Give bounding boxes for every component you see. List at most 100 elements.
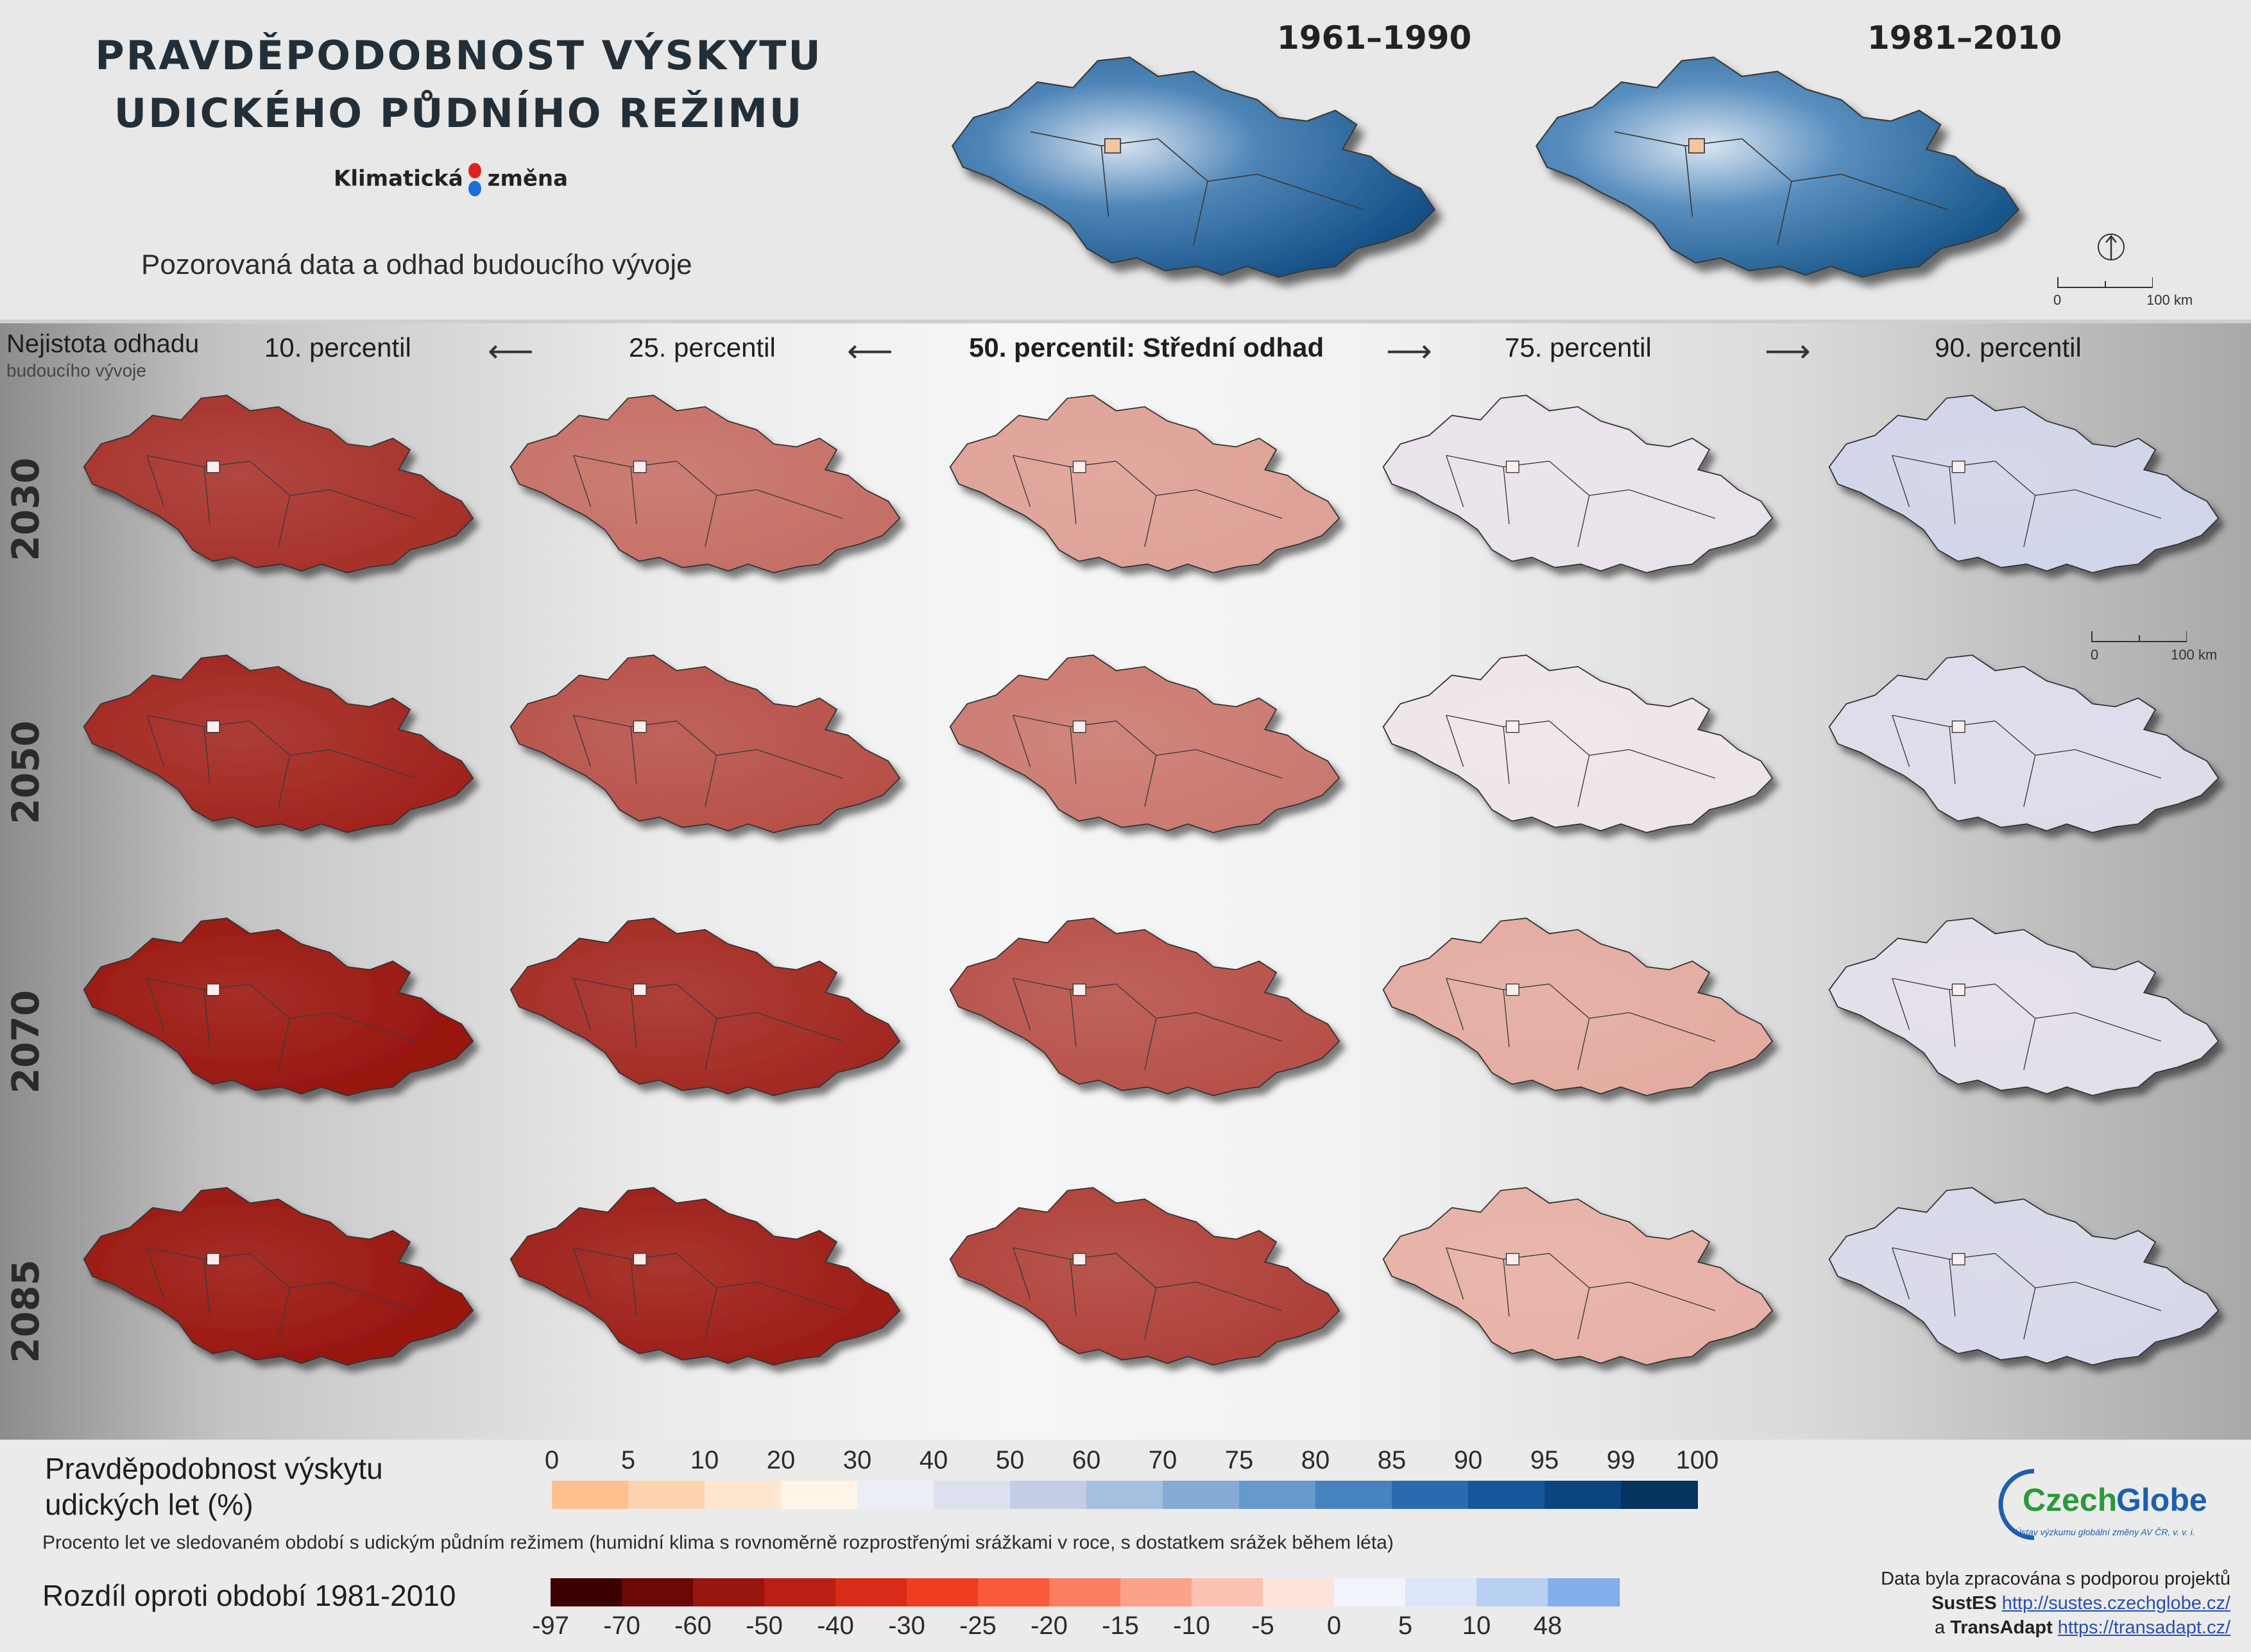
probability-swatch	[1086, 1481, 1163, 1509]
period-label-1981-2010: 1981–2010	[1867, 19, 2062, 56]
difference-tick-label: -60	[674, 1612, 712, 1640]
difference-tick-label: -30	[888, 1612, 925, 1640]
probability-swatch	[1010, 1481, 1087, 1509]
probability-swatch	[1315, 1481, 1392, 1509]
difference-swatch	[1334, 1578, 1406, 1606]
czechglobe-logo-subtitle: Ústav výzkumu globální změny AV ČR, v. v…	[2015, 1527, 2195, 1537]
link-sustes[interactable]: http://sustes.czechglobe.cz/	[2001, 1593, 2230, 1614]
probability-tick-label: 75	[1224, 1446, 1254, 1474]
year-label-2070: 2070	[4, 990, 47, 1094]
projection-map-2085-p3	[927, 1148, 1351, 1402]
projection-map-2030-p2	[488, 356, 911, 609]
north-arrow-icon	[2095, 231, 2127, 273]
probability-tick-label: 60	[1072, 1446, 1101, 1474]
projection-map-2070-p5	[1806, 879, 2230, 1132]
difference-tick-label: -15	[1102, 1612, 1139, 1640]
probability-swatch	[1468, 1481, 1545, 1509]
scale-label-zero-top: 0	[2053, 292, 2062, 308]
observed-map-1981-2010	[1508, 13, 2047, 318]
probability-swatch	[1163, 1481, 1240, 1509]
uncertainty-subtitle: budoucího vývoje	[6, 361, 146, 380]
probability-tick-label: 50	[995, 1446, 1025, 1474]
probability-swatch	[628, 1481, 705, 1509]
probability-legend-title-line2: udických let (%)	[45, 1488, 253, 1521]
difference-tick-label: -50	[746, 1612, 783, 1640]
probability-swatch	[705, 1481, 782, 1509]
credit-joiner: a	[1935, 1617, 1946, 1638]
projection-map-2050-p2	[488, 616, 911, 869]
difference-tick-label: -97	[532, 1612, 569, 1640]
difference-swatch	[1120, 1578, 1192, 1606]
difference-tick-label: -5	[1251, 1612, 1274, 1640]
period-label-1961-1990: 1961–1990	[1277, 19, 1472, 56]
difference-tick-label: -70	[603, 1612, 640, 1640]
arrow-left-icon: ⟵	[488, 333, 534, 369]
czechglobe-logo: Czech Globe	[1996, 1466, 2239, 1543]
projection-map-2085-p1	[61, 1148, 484, 1402]
difference-swatch	[693, 1578, 765, 1606]
projection-map-2030-p5	[1806, 356, 2230, 609]
arrow-right-icon: ⟶	[1386, 333, 1432, 369]
main-title-line2: UDICKÉHO PŮDNÍHO REŽIMU	[114, 90, 804, 137]
difference-tick-label: -25	[959, 1612, 997, 1640]
probability-swatch	[1621, 1481, 1698, 1509]
probability-tick-label: 95	[1530, 1446, 1559, 1474]
probability-tick-label: 10	[690, 1446, 719, 1474]
probability-swatch	[857, 1481, 934, 1509]
probability-tick-label: 20	[766, 1446, 796, 1474]
probability-tick-label: 100	[1675, 1446, 1719, 1474]
probability-tick-label: 90	[1453, 1446, 1483, 1474]
scale-bar-grid	[2091, 630, 2187, 647]
credit-transadapt: a TransAdapt https://transadapt.cz/	[1935, 1617, 2230, 1639]
probability-tick-label: 70	[1148, 1446, 1177, 1474]
observed-map-1961-1990	[924, 13, 1463, 318]
project-transadapt: TransAdapt	[1950, 1617, 2053, 1638]
legend-panel	[0, 1440, 2251, 1652]
difference-swatch	[1405, 1578, 1477, 1606]
difference-tick-label: 48	[1533, 1612, 1562, 1640]
percentile-header-10: 10. percentil	[264, 332, 411, 362]
projection-map-2070-p2	[488, 879, 911, 1132]
probability-tick-label: 80	[1301, 1446, 1330, 1474]
legend-note: Procento let ve sledovaném období s udic…	[42, 1532, 1394, 1553]
year-label-2030: 2030	[4, 457, 47, 561]
percentile-header-75: 75. percentil	[1505, 332, 1652, 362]
difference-swatch	[1263, 1578, 1335, 1606]
svg-text:Czech: Czech	[2023, 1482, 2117, 1518]
arrow-right-icon: ⟶	[1765, 333, 1811, 369]
probability-tick-label: 99	[1606, 1446, 1636, 1474]
projection-map-2050-p5	[1806, 616, 2230, 869]
projection-map-2070-p3	[927, 879, 1351, 1132]
klimaticka-zmena-brand: Klimatická změna	[334, 160, 568, 199]
difference-swatch	[978, 1578, 1050, 1606]
difference-tick-label: 0	[1326, 1612, 1342, 1640]
difference-swatch	[907, 1578, 979, 1606]
project-sustes: SustES	[1931, 1593, 1997, 1614]
probability-swatch	[781, 1481, 858, 1509]
projection-map-2030-p3	[927, 356, 1351, 609]
credit-sustes: SustES http://sustes.czechglobe.cz/	[1931, 1593, 2230, 1614]
svg-text:Globe: Globe	[2116, 1482, 2207, 1518]
probability-tick-label: 85	[1377, 1446, 1407, 1474]
percentile-header-50: 50. percentil: Střední odhad	[969, 332, 1324, 362]
scale-label-100km-grid: 100 km	[2171, 647, 2218, 663]
link-transadapt[interactable]: https://transadapt.cz/	[2057, 1617, 2230, 1638]
arrow-left-icon: ⟵	[847, 333, 893, 369]
projection-map-2085-p5	[1806, 1148, 2230, 1402]
projection-map-2050-p1	[61, 616, 484, 869]
grid-top-divider	[0, 319, 2251, 323]
scale-bar-top	[2057, 276, 2153, 293]
projection-map-2085-p2	[488, 1148, 911, 1402]
difference-swatch	[1049, 1578, 1121, 1606]
probability-swatch	[1239, 1481, 1316, 1509]
projection-map-2030-p1	[61, 356, 484, 609]
brand-right-text: změna	[487, 166, 569, 192]
difference-swatch	[1192, 1578, 1263, 1606]
difference-tick-label: 5	[1398, 1612, 1413, 1640]
percentile-header-25: 25. percentil	[629, 332, 776, 362]
probability-tick-label: 40	[919, 1446, 948, 1474]
difference-color-bar	[551, 1578, 1620, 1606]
projection-map-2070-p4	[1360, 879, 1784, 1132]
difference-swatch	[622, 1578, 694, 1606]
probability-tick-label: 0	[544, 1446, 560, 1474]
